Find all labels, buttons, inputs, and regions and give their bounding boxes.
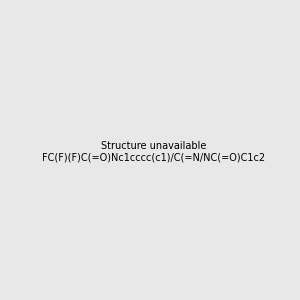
Text: Structure unavailable
FC(F)(F)C(=O)Nc1cccc(c1)/C(=N/NC(=O)C1c2: Structure unavailable FC(F)(F)C(=O)Nc1cc… bbox=[42, 141, 265, 162]
